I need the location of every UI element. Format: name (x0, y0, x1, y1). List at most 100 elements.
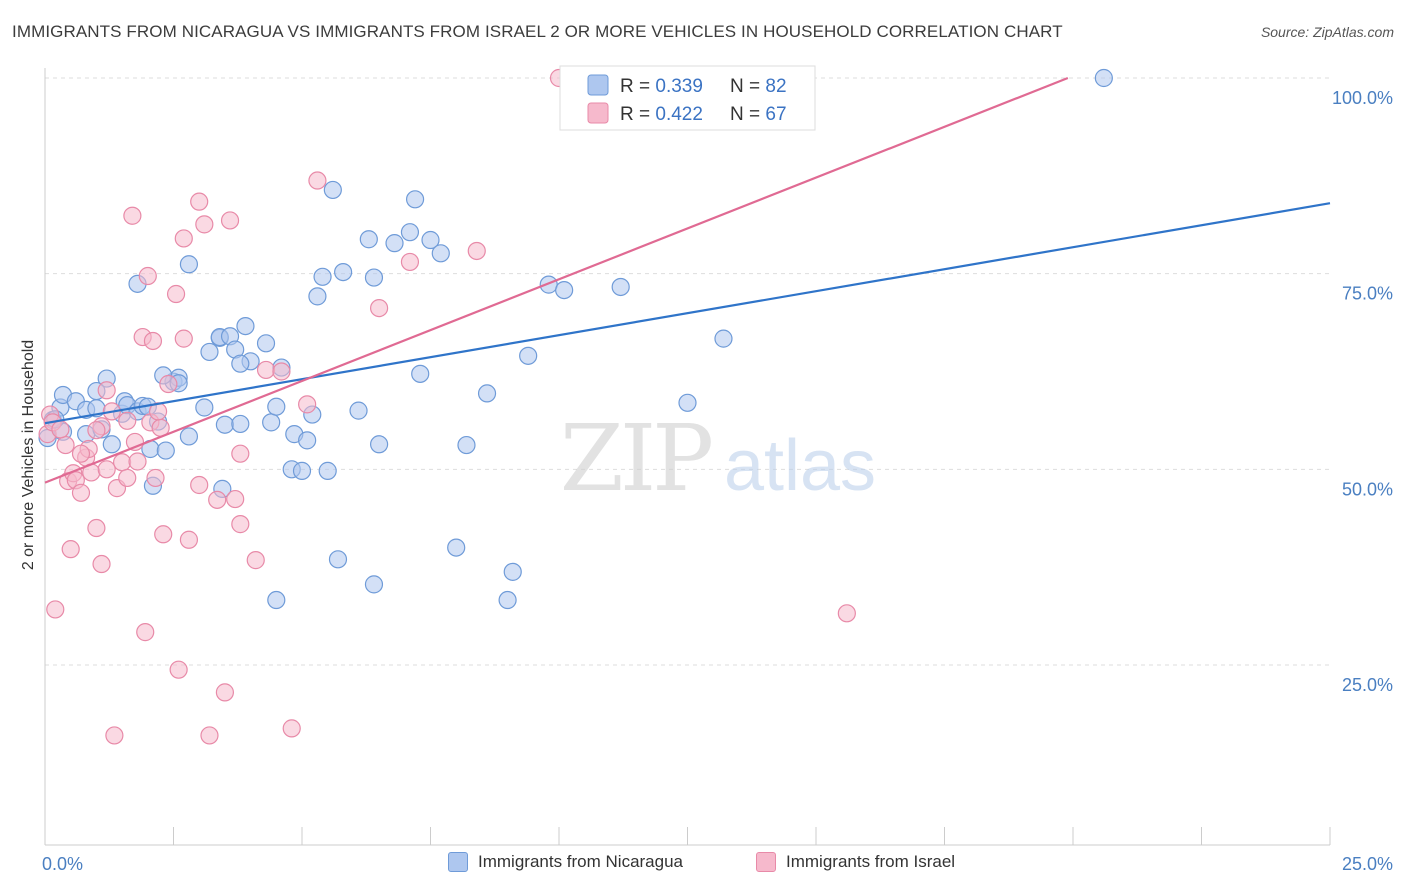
point-israel (837, 604, 856, 623)
point-israel (272, 362, 291, 381)
point-israel (123, 206, 142, 225)
y-axis-label: 2 or more Vehicles in Household (20, 339, 37, 571)
point-nicaragua (156, 441, 175, 460)
source-label: Source: ZipAtlas.com (1260, 24, 1394, 40)
legend-label-nicaragua: Immigrants from Nicaragua (478, 852, 684, 871)
point-nicaragua (334, 262, 353, 282)
point-nicaragua (364, 575, 384, 594)
point-nicaragua (323, 180, 342, 200)
legend-swatch-nicaragua (448, 852, 468, 872)
point-nicaragua (611, 277, 630, 297)
point-nicaragua (405, 190, 425, 209)
point-nicaragua (411, 364, 430, 383)
point-nicaragua (364, 268, 384, 287)
point-israel (118, 468, 137, 488)
x-tick-label: 25.0% (1342, 854, 1393, 874)
point-nicaragua (400, 223, 420, 242)
point-israel (166, 284, 186, 304)
point-israel (190, 192, 209, 211)
point-israel (215, 683, 234, 702)
point-nicaragua (385, 234, 404, 253)
stats-legend-swatch-pink (587, 102, 609, 124)
point-israel (128, 452, 147, 471)
point-nicaragua (102, 435, 121, 454)
point-nicaragua (349, 401, 368, 420)
point-nicaragua (714, 329, 733, 348)
point-nicaragua (359, 230, 378, 249)
point-israel (146, 468, 165, 488)
point-nicaragua (503, 562, 522, 581)
point-israel (190, 475, 209, 495)
point-nicaragua (262, 413, 281, 432)
point-nicaragua (256, 334, 276, 353)
point-israel (112, 453, 132, 472)
axis-layer (44, 68, 1331, 846)
y-tick-label: 100.0% (1332, 88, 1393, 108)
point-nicaragua (298, 431, 317, 450)
legend-item-nicaragua: Immigrants from Nicaragua (448, 852, 683, 872)
point-nicaragua (231, 354, 250, 373)
point-israel (467, 241, 486, 261)
point-israel (87, 518, 106, 538)
point-israel (71, 483, 91, 502)
point-nicaragua (447, 538, 466, 557)
point-israel (169, 660, 188, 679)
point-israel (46, 600, 65, 619)
point-israel (298, 395, 317, 414)
point-israel (220, 211, 240, 230)
point-israel (154, 525, 173, 544)
point-nicaragua (498, 590, 517, 610)
trendline-israel (44, 76, 1069, 484)
stats-legend: R = 0.339 N = 82 R = 0.422 N = 67 (559, 65, 816, 131)
svg-text:R = 0.339: R = 0.339 (620, 76, 703, 97)
point-nicaragua (678, 393, 697, 412)
point-israel (97, 460, 116, 479)
point-nicaragua (431, 244, 450, 263)
watermark-atlas: atlas (724, 426, 876, 506)
point-nicaragua (267, 397, 286, 416)
legend-swatch-israel (756, 852, 776, 872)
point-israel (174, 329, 193, 348)
point-israel (71, 444, 91, 463)
stats-legend-swatch-blue (587, 74, 609, 96)
point-nicaragua (457, 435, 476, 455)
legend-r-value-1: 0.339 (655, 76, 703, 97)
point-nicaragua (215, 415, 234, 434)
point-nicaragua (292, 461, 312, 480)
point-israel (138, 266, 157, 286)
point-israel (226, 489, 245, 509)
y-tick-label: 75.0% (1342, 284, 1393, 304)
point-israel (195, 215, 214, 234)
tick-labels: 25.0% 50.0% 75.0% 100.0% 0.0% 25.0% (42, 88, 1393, 874)
trend-layer (44, 76, 1331, 484)
point-nicaragua (200, 342, 219, 362)
point-israel (231, 515, 250, 534)
point-israel (179, 530, 199, 549)
point-nicaragua (421, 230, 440, 250)
y-tick-label: 50.0% (1342, 479, 1393, 499)
point-israel (400, 252, 420, 272)
legend-n-value-1: 82 (765, 76, 786, 97)
points-layer (38, 68, 1113, 745)
svg-text:N = 82: N = 82 (730, 76, 787, 97)
point-israel (105, 726, 124, 745)
point-israel (118, 411, 137, 430)
svg-text:R = 0.422: R = 0.422 (620, 104, 703, 125)
legend-label-israel: Immigrants from Israel (786, 852, 956, 871)
x-tick-label: 0.0% (42, 854, 83, 874)
point-israel (92, 554, 111, 574)
point-israel (282, 719, 301, 738)
point-israel (308, 171, 327, 190)
point-nicaragua (1094, 68, 1113, 88)
point-nicaragua (477, 384, 497, 403)
legend-r-label-1: R = (620, 76, 655, 97)
point-nicaragua (308, 287, 327, 306)
watermark-zip: ZIP (560, 405, 711, 512)
point-israel (370, 299, 389, 318)
legend-n-label-1: N = (730, 76, 765, 97)
point-nicaragua (231, 414, 250, 434)
point-israel (61, 540, 80, 559)
point-israel (56, 435, 75, 455)
legend-n-label-2: N = (730, 104, 765, 125)
